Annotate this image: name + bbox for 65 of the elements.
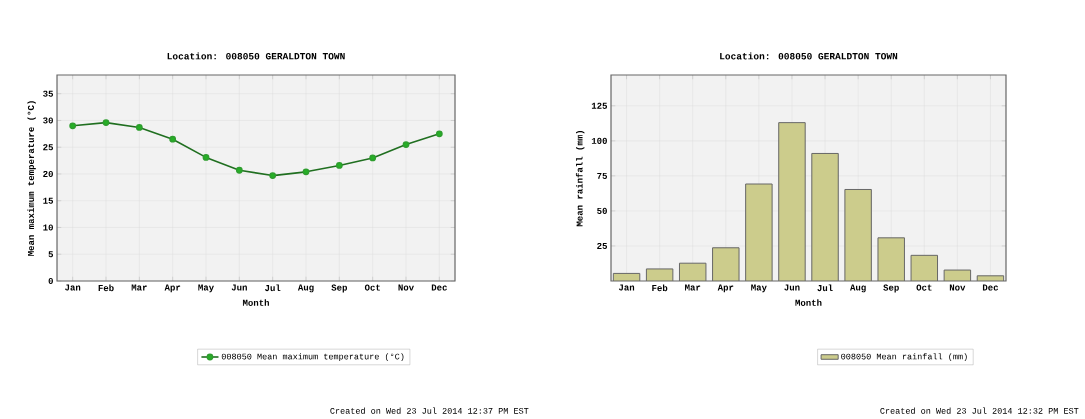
- bar: [712, 247, 740, 281]
- chart-title: Location: 008050 GERALDTON TOWN: [720, 52, 898, 60]
- y-tick-label: 0: [48, 277, 53, 285]
- x-axis-title: Month: [242, 299, 269, 306]
- point: [135, 124, 143, 131]
- x-tick-label: Aug: [850, 284, 866, 293]
- x-tick-label: Mar: [685, 284, 701, 291]
- x-tick-label: Jun: [784, 284, 800, 291]
- bar: [811, 153, 839, 281]
- text: Created on Wed 23 Jul 2014 12:37 PM EST: [330, 407, 529, 414]
- y-tick-label: 20: [43, 170, 53, 178]
- x-tick-label: Jan: [65, 284, 81, 291]
- point: [102, 119, 110, 127]
- y-tick-label: 10: [43, 224, 53, 231]
- x-tick-label: Nov: [398, 284, 414, 291]
- x-tick-label: Feb: [98, 284, 114, 292]
- text: Created on Wed 23 Jul 2014 12:32 PM EST: [880, 407, 1079, 414]
- y-tick-label: 15: [43, 197, 54, 204]
- y-tick-label: 100: [591, 137, 607, 144]
- point: [269, 172, 277, 179]
- x-tick-label: Sep: [883, 284, 899, 293]
- point: [335, 162, 343, 169]
- x-tick-label: Apr: [164, 284, 181, 293]
- x-tick-label: Jul: [817, 284, 833, 292]
- bar: [844, 189, 872, 281]
- point: [302, 168, 310, 176]
- y-axis-title: Mean rainfall (mm): [575, 130, 585, 227]
- bar: [877, 237, 905, 281]
- y-tick-label: 125: [591, 102, 608, 109]
- chart-title: Location: 008050 GERALDTON TOWN: [167, 52, 345, 60]
- point: [402, 141, 410, 148]
- y-tick-label: 35: [43, 90, 54, 97]
- x-tick-label: Jun: [231, 284, 247, 291]
- y-tick-label: 5: [48, 251, 54, 258]
- point: [69, 122, 77, 130]
- x-tick-label: May: [751, 284, 767, 293]
- x-tick-label: Mar: [131, 284, 147, 291]
- y-axis-title: Mean maximum temperature (°C): [27, 101, 36, 256]
- point: [169, 135, 177, 143]
- point: [235, 166, 243, 174]
- x-tick-label: Aug: [297, 284, 314, 293]
- legend-label: 008050 Mean maximum temperature (°C): [221, 353, 404, 362]
- point: [202, 153, 210, 161]
- x-tick-label: Jul: [265, 284, 281, 292]
- x-tick-label: Oct: [364, 284, 380, 291]
- y-tick-label: 30: [43, 117, 53, 124]
- legend-label: 008050 Mean rainfall (mm): [841, 353, 967, 362]
- x-tick-label: Dec: [431, 284, 447, 291]
- y-tick-label: 25: [597, 242, 608, 250]
- y-tick-label: 25: [43, 144, 54, 151]
- bar: [778, 122, 806, 281]
- x-tick-label: Nov: [949, 284, 966, 291]
- y-tick-label: 50: [597, 207, 607, 214]
- x-tick-label: Jan: [618, 284, 635, 291]
- x-tick-label: Dec: [982, 284, 999, 291]
- y-tick-label: 75: [597, 172, 608, 179]
- point: [369, 154, 377, 162]
- x-tick-label: Feb: [652, 284, 668, 292]
- bar: [745, 184, 773, 281]
- x-tick-label: Sep: [331, 284, 348, 293]
- point: [435, 130, 443, 138]
- x-tick-label: Oct: [916, 284, 932, 291]
- x-axis-title: Month: [795, 299, 822, 306]
- x-tick-label: May: [198, 284, 214, 293]
- x-tick-label: Apr: [717, 284, 734, 293]
